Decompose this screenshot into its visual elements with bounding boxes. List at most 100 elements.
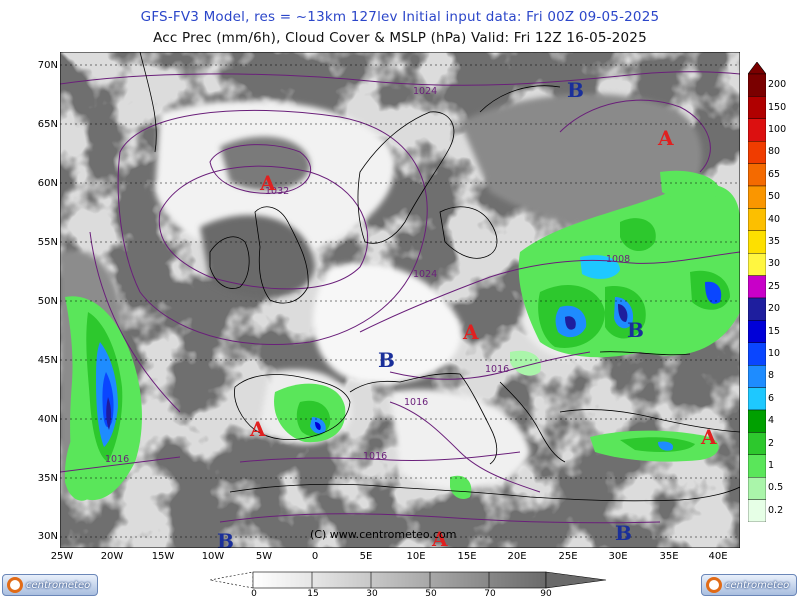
copyright-text: (C) www.centrometeo.com	[310, 528, 456, 541]
colorbar-label: 65	[768, 168, 781, 180]
colorbar-swatch	[748, 477, 766, 500]
lat-label: 70N	[37, 60, 58, 71]
low-pressure-center: B	[627, 318, 644, 342]
colorbar-label: 25	[768, 280, 781, 292]
colorbar-swatch	[748, 387, 766, 411]
high-pressure-center: A	[657, 126, 674, 150]
high-pressure-center: A	[259, 171, 276, 195]
isobar-label: 1016	[485, 364, 509, 375]
logo-text: centrometeo	[725, 579, 790, 591]
precip-colorbar	[748, 62, 766, 522]
colorbar-swatch	[748, 252, 766, 276]
colorbar-label: 0.2	[768, 504, 784, 516]
lat-label: 35N	[37, 473, 58, 484]
colorbar-label: 150	[768, 101, 787, 113]
colorbar-label: 40	[768, 213, 781, 225]
cloud-legend-label: 30	[366, 589, 378, 599]
cloud-legend-label: 70	[484, 589, 496, 599]
colorbar-label: 200	[768, 79, 787, 91]
lat-label: 50N	[37, 296, 58, 307]
colorbar-label: 35	[768, 236, 781, 247]
lat-label: 45N	[37, 355, 58, 366]
isobar-label: 1024	[413, 269, 437, 280]
lat-label: 55N	[37, 237, 58, 248]
precip-east-med	[450, 350, 719, 499]
precip-atlantic	[64, 296, 142, 501]
header-line-1: GFS-FV3 Model, res = ~13km 127lev Initia…	[140, 9, 660, 25]
colorbar-label: 15	[768, 325, 781, 337]
colorbar-swatch	[748, 454, 766, 478]
colorbar-swatch	[748, 342, 766, 366]
colorbar-swatch	[748, 208, 766, 231]
isobar-label: 1016	[363, 451, 387, 462]
lon-label: 0	[311, 551, 319, 562]
logo-ring-icon	[7, 577, 23, 593]
lat-label: 30N	[37, 531, 58, 542]
isobars	[60, 71, 740, 524]
high-pressure-center: A	[249, 417, 266, 441]
lon-label: 5E	[359, 551, 373, 562]
lon-label: 40E	[708, 551, 728, 562]
isobar-label: 1008	[606, 254, 630, 265]
colorbar-swatch	[748, 163, 766, 187]
logo-ring-icon	[706, 577, 722, 593]
isobar-label: 1016	[404, 397, 428, 408]
header-line-2: Acc Prec (mm/6h), Cloud Cover & MSLP (hP…	[153, 30, 647, 46]
colorbar-label: 80	[768, 146, 781, 158]
lon-label: 10W	[201, 551, 225, 562]
colorbar-label: 1	[768, 460, 775, 471]
low-pressure-center: B	[615, 521, 632, 545]
colorbar-label: 50	[768, 191, 781, 203]
lat-label: 60N	[37, 178, 58, 189]
colorbar-label: 20	[768, 303, 781, 315]
weather-map: 1024 1032 1024 1008 1016 1016 1016 1016 …	[60, 52, 740, 548]
colorbar-swatch	[748, 320, 766, 343]
isobar-label: 1024	[413, 86, 437, 97]
lon-label: 35E	[659, 551, 679, 562]
colorbar-swatch	[748, 118, 766, 142]
colorbar-swatch	[748, 185, 766, 209]
precip-iberia	[274, 383, 346, 443]
colorbar-swatch	[748, 499, 766, 522]
colorbar-swatch	[748, 409, 766, 433]
colorbar-swatch	[748, 96, 766, 120]
lon-label: 10E	[406, 551, 426, 562]
cloud-cover-legend	[210, 571, 607, 589]
cloud-legend-label: 15	[307, 589, 319, 599]
colorbar-swatch	[748, 275, 766, 299]
colorbar-label: 100	[768, 124, 787, 135]
colorbar-label: 0.5	[768, 482, 784, 494]
colorbar-swatch	[748, 432, 766, 455]
high-pressure-center: A	[700, 425, 717, 449]
lon-label: 30E	[608, 551, 628, 562]
colorbar-arrow	[748, 62, 766, 75]
centrometeo-logo-left[interactable]: centrometeo	[2, 574, 98, 596]
lon-label: 15W	[151, 551, 175, 562]
lat-label: 65N	[37, 119, 58, 130]
lat-label: 40N	[37, 414, 58, 425]
colorbar-swatch	[748, 73, 766, 97]
colorbar-label: 4	[768, 415, 775, 427]
logo-text: centrometeo	[26, 579, 91, 591]
colorbar-label: 6	[768, 392, 775, 404]
colorbar-label: 10	[768, 348, 781, 359]
colorbar-label: 2	[768, 437, 775, 449]
centrometeo-logo-right[interactable]: centrometeo	[701, 574, 797, 596]
lon-label: 20W	[100, 551, 124, 562]
low-pressure-center: B	[378, 348, 395, 372]
lon-label: 15E	[457, 551, 477, 562]
low-pressure-center: B	[217, 529, 234, 548]
high-pressure-center: A	[462, 320, 479, 344]
isobar-label-group: 1024 1032 1024 1008 1016 1016 1016 1016	[105, 86, 630, 465]
precip-east-europe	[518, 170, 740, 358]
colorbar-label: 30	[768, 258, 781, 270]
low-pressure-center: B	[567, 78, 584, 102]
high-pressure-center: A	[431, 527, 448, 548]
colorbar-swatch	[748, 140, 766, 164]
lon-label: 25E	[558, 551, 578, 562]
cloud-legend-label: 90	[540, 589, 552, 599]
cloud-legend-label: 50	[425, 589, 437, 599]
pressure-centers: B A A A B B A A B A B	[217, 78, 717, 548]
isobar-label: 1016	[105, 454, 129, 465]
lon-label: 20E	[507, 551, 527, 562]
